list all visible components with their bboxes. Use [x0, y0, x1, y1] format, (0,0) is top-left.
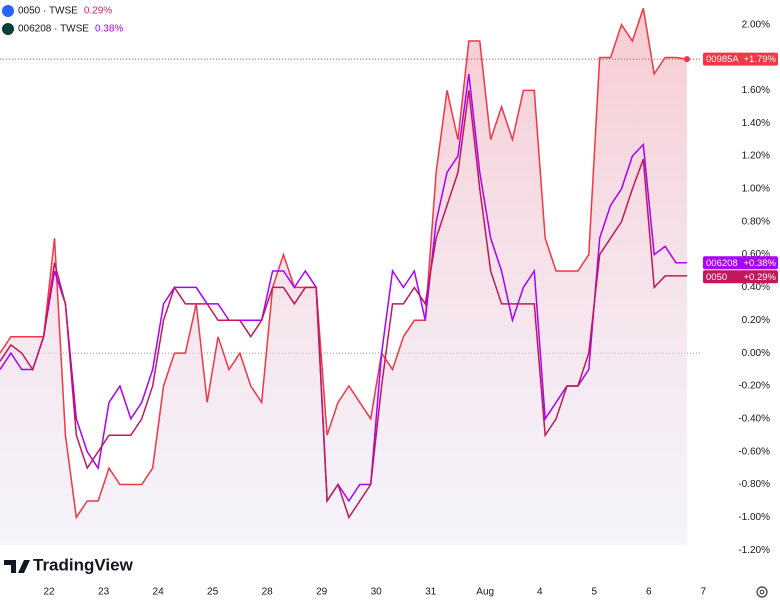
- series-line: [0, 7, 688, 520]
- legend-symbol: 006208 · TWSE: [18, 24, 89, 35]
- y-tick-label: -1.00%: [738, 512, 770, 523]
- x-tick-label: 29: [316, 587, 328, 598]
- x-tick-label: 4: [537, 587, 543, 598]
- badge-name: 00985A: [706, 54, 739, 65]
- last-point: [683, 56, 690, 63]
- x-tick-label: 31: [425, 587, 437, 598]
- logo: TradingView: [4, 555, 134, 574]
- x-tick-label: 28: [262, 587, 274, 598]
- y-tick-label: 1.00%: [742, 184, 770, 195]
- y-tick-label: 2.00%: [742, 19, 770, 30]
- x-tick-label: 22: [44, 587, 56, 598]
- y-tick-label: 0.40%: [742, 282, 770, 293]
- x-tick-label: 23: [98, 587, 110, 598]
- badge-value: +1.79%: [744, 54, 777, 65]
- y-tick-label: -1.20%: [738, 545, 770, 556]
- x-tick-label: 30: [371, 587, 383, 598]
- legend-symbol: 0050 · TWSE: [18, 6, 78, 17]
- x-tick-label: 25: [207, 587, 219, 598]
- y-tick-label: -0.40%: [738, 413, 770, 424]
- badge-bg: [703, 256, 778, 270]
- legend-change: 0.38%: [95, 24, 123, 35]
- legend-icon: [2, 23, 14, 35]
- x-tick-label: 7: [700, 587, 706, 598]
- x-tick-label: 5: [591, 587, 597, 598]
- plot-area: [0, 7, 700, 545]
- logo-mark: [4, 560, 30, 573]
- badge-value: +0.38%: [744, 258, 777, 269]
- settings-icon[interactable]: [756, 586, 768, 598]
- badge-name: 006208: [706, 258, 738, 269]
- x-tick-label: 24: [153, 587, 165, 598]
- badge-name: 0050: [706, 272, 727, 283]
- y-tick-label: 0.00%: [742, 348, 770, 359]
- y-tick-label: 0.80%: [742, 216, 770, 227]
- badge-value: +0.29%: [744, 272, 777, 283]
- series-line: [0, 90, 687, 520]
- y-tick-label: -0.60%: [738, 446, 770, 457]
- x-tick-label: 6: [646, 587, 652, 598]
- y-tick-label: -0.20%: [738, 381, 770, 392]
- y-tick-label: 0.20%: [742, 315, 770, 326]
- legend-icon: [2, 5, 14, 17]
- y-tick-label: 1.40%: [742, 118, 770, 129]
- y-tick-label: 1.20%: [742, 151, 770, 162]
- brand: TradingView: [33, 555, 134, 574]
- y-tick-label: -0.80%: [738, 479, 770, 490]
- x-tick-label: Aug: [476, 587, 494, 598]
- badge-bg: [703, 52, 778, 66]
- legend-change: 0.29%: [84, 6, 112, 17]
- gear-hub[interactable]: [759, 589, 765, 595]
- y-tick-label: 1.60%: [742, 85, 770, 96]
- y-tick-label: 0.60%: [742, 249, 770, 260]
- area-fill: [0, 8, 687, 545]
- gear[interactable]: [756, 586, 768, 598]
- badge-bg: [703, 270, 778, 284]
